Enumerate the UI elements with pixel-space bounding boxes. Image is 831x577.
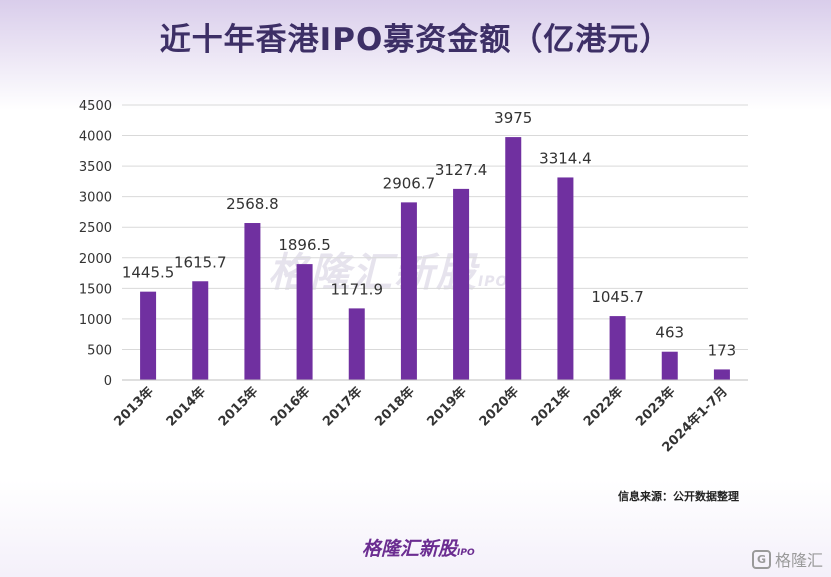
bar [244,223,261,380]
y-tick-label: 2000 [79,252,112,267]
bar [609,316,626,380]
y-tick-label: 3500 [79,160,112,175]
data-label: 3975 [494,109,532,127]
corner-brand-name: 格隆汇 [774,551,823,570]
data-label: 3314.4 [539,149,592,167]
bar [296,264,313,380]
data-label: 3127.4 [435,161,488,179]
corner-brand-logo: G 格隆汇 [751,547,823,571]
bar [557,177,574,380]
bar [192,281,209,380]
bar [140,291,157,380]
brand-g-icon: G [751,549,771,569]
bar [400,202,417,380]
x-tick-label: 2014年 [163,384,209,430]
data-label: 2906.7 [383,174,436,192]
x-tick-label: 2015年 [215,384,261,430]
x-tick-label: 2022年 [580,384,626,430]
y-tick-label: 500 [87,343,112,358]
x-tick-label: 2020年 [476,384,522,430]
x-tick-label: 2018年 [372,384,418,430]
footer-brand-logo: 格隆汇新股IPO [362,534,475,561]
data-label: 463 [655,324,684,342]
y-tick-label: 4500 [79,99,112,114]
bar [713,369,730,380]
footer-brand-name: 格隆汇新股 [362,538,458,560]
y-tick-label: 1000 [79,313,112,328]
x-tick-label: 2017年 [319,384,365,430]
y-tick-label: 0 [104,374,112,389]
bar [348,308,365,380]
x-tick-label: 2016年 [267,384,313,430]
y-tick-label: 4000 [79,130,112,145]
x-tick-label: 2019年 [424,384,470,430]
bar [661,351,678,380]
x-tick-label: 2013年 [111,384,157,430]
x-tick-label: 2021年 [528,384,574,430]
footer-brand-sub: IPO [457,548,475,558]
y-tick-label: 2500 [79,221,112,236]
source-note: 信息来源：公开数据整理 [618,490,739,503]
data-label: 1171.9 [331,280,384,298]
data-label: 1896.5 [278,236,331,254]
y-tick-label: 3000 [79,191,112,206]
y-tick-label: 1500 [79,282,112,297]
data-label: 2568.8 [226,195,279,213]
bar [505,137,522,380]
data-label: 173 [708,341,737,359]
chart-title: 近十年香港IPO募资金额（亿港元） [159,22,672,58]
bar [453,188,470,380]
data-label: 1445.5 [122,264,175,282]
data-label: 1045.7 [591,288,644,306]
x-tick-label: 2023年 [632,384,678,430]
data-label: 1615.7 [174,253,227,271]
